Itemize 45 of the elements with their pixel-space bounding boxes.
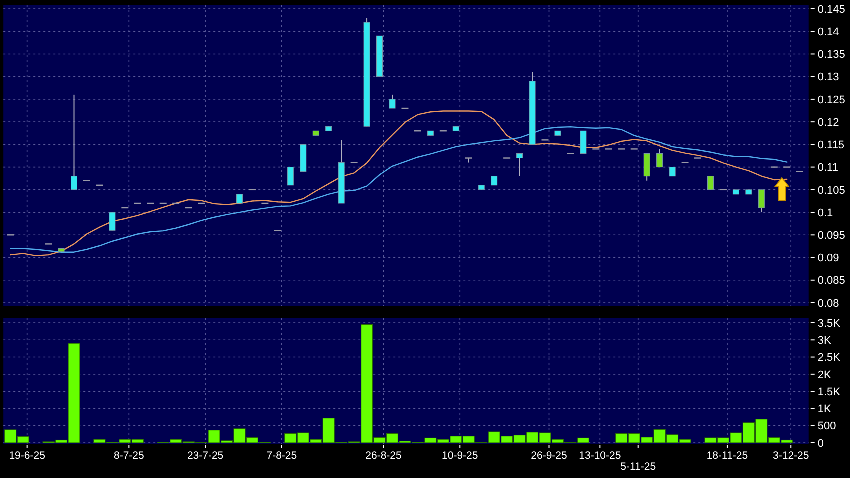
y-tick-label: 0.12	[818, 116, 840, 129]
x-tick-label: 26-8-25	[366, 450, 402, 462]
candlestick	[389, 94, 396, 110]
y-tick-label: 0.145	[818, 4, 846, 16]
x-tick-label: 19-6-25	[9, 450, 46, 462]
y-tick-label: 0.09	[818, 252, 840, 265]
x-tick-label: 10-9-25	[442, 450, 478, 462]
candlestick	[491, 176, 498, 186]
x-tick-label: 26-9-25	[531, 450, 568, 462]
y-tick-label: 0.13	[818, 72, 840, 84]
candlestick	[707, 176, 714, 190]
x-tick-label: 7-8-25	[266, 450, 298, 462]
y-tick-label: 3.5K	[818, 318, 842, 330]
y-tick-label: 0.135	[818, 49, 846, 62]
candlestick	[516, 153, 524, 177]
x-tick-label: 23-7-25	[187, 450, 224, 462]
y-tick-label: 0.095	[818, 230, 846, 242]
x-tick-label: 18-11-25	[706, 450, 748, 462]
candlestick	[236, 194, 243, 204]
x-tick-label: 8-7-25	[114, 450, 144, 462]
y-tick-label: 0.125	[818, 94, 846, 106]
y-tick-label: 2K	[818, 369, 832, 382]
x-tick-label: 5-11-25	[620, 461, 656, 473]
x-tick-label: 3-12-25	[773, 450, 810, 462]
candlestick	[656, 148, 664, 168]
y-tick-label: 3K	[818, 334, 832, 347]
candlestick	[287, 166, 294, 186]
y-tick-label: 2.5K	[818, 352, 842, 364]
y-tick-label: 0.1	[818, 207, 834, 220]
y-tick-label: 0.085	[818, 275, 846, 288]
candlestick	[669, 166, 676, 177]
y-tick-label: 0.08	[818, 298, 840, 310]
y-tick-label: 0	[818, 438, 824, 450]
y-tick-label: 0.105	[818, 184, 846, 197]
candlestick	[580, 130, 587, 154]
candlestick	[758, 189, 765, 214]
x-tick-label: 13-10-25	[579, 450, 622, 462]
candlestick	[644, 153, 650, 182]
y-tick-label: 0.11	[818, 162, 838, 174]
y-tick-label: 1K	[818, 404, 832, 416]
y-tick-label: 1.5K	[818, 386, 842, 398]
y-tick-label: 0.115	[818, 140, 845, 152]
y-tick-label: 0.14	[818, 26, 840, 38]
y-tick-label: 500	[818, 420, 836, 433]
candlestick	[109, 212, 116, 232]
